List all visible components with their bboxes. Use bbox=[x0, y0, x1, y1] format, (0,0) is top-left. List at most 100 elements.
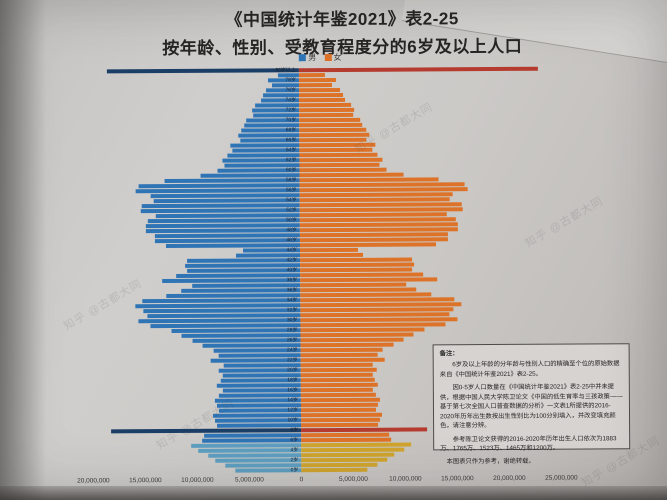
female-bar bbox=[299, 167, 387, 173]
female-bar bbox=[298, 77, 337, 83]
female-bar bbox=[300, 392, 376, 398]
female-bar bbox=[300, 407, 376, 413]
female-bar bbox=[301, 457, 388, 463]
female-bar bbox=[300, 332, 414, 338]
female-bar bbox=[298, 73, 325, 78]
male-bar bbox=[202, 438, 302, 443]
axis-tick-label: 15,000,000 bbox=[129, 477, 162, 485]
female-bar bbox=[300, 367, 377, 373]
female-bar bbox=[299, 127, 366, 133]
female-bar bbox=[299, 172, 404, 178]
male-bar bbox=[216, 423, 302, 428]
female-bar bbox=[299, 122, 363, 128]
axis-tick-label: 10,000,000 bbox=[181, 476, 214, 484]
axis-tick-label: 10,000,000 bbox=[389, 475, 422, 483]
female-bar bbox=[301, 447, 405, 453]
female-bar bbox=[301, 422, 379, 428]
note-paragraph-3: 参考陈卫论文获得的2016-2020年历年出生人口依次为1883万、1765万、… bbox=[440, 434, 617, 453]
female-bar bbox=[301, 427, 427, 433]
male-bar bbox=[204, 433, 302, 438]
female-bar bbox=[300, 362, 373, 368]
male-bar bbox=[192, 338, 301, 343]
axis-tick-label: 0 bbox=[299, 476, 304, 484]
female-bar bbox=[298, 83, 333, 88]
female-bar bbox=[301, 452, 394, 458]
axis-tick-label: 20,000,000 bbox=[77, 477, 110, 485]
age-label: 0岁 bbox=[290, 467, 299, 474]
female-bar bbox=[299, 242, 437, 248]
female-legend-label: 女 bbox=[333, 52, 342, 62]
male-legend-label: 男 bbox=[308, 53, 317, 63]
axis-tick-label: 15,000,000 bbox=[441, 475, 474, 483]
female-bar bbox=[299, 92, 343, 98]
female-bar bbox=[299, 117, 361, 123]
male-bar bbox=[198, 448, 302, 453]
male-bar bbox=[181, 333, 301, 338]
note-title: 备注： bbox=[439, 350, 459, 358]
male-bar bbox=[165, 243, 300, 249]
male-bar bbox=[186, 258, 301, 263]
female-bar bbox=[300, 352, 378, 358]
male-legend-swatch bbox=[299, 54, 307, 62]
page-title: 《中国统计年鉴2021》表2-25 bbox=[225, 9, 459, 30]
female-bar bbox=[299, 247, 359, 253]
female-bar bbox=[301, 417, 381, 423]
male-bar bbox=[202, 343, 301, 348]
female-bar bbox=[300, 277, 438, 283]
axis-tick-label: 5,000,000 bbox=[338, 475, 368, 483]
female-bar bbox=[299, 137, 366, 143]
female-bar bbox=[300, 347, 383, 353]
female-bar bbox=[299, 102, 352, 108]
male-bar bbox=[190, 443, 302, 448]
female-bar bbox=[299, 132, 369, 138]
female-bar bbox=[299, 87, 340, 93]
note-box: 备注： 6岁及以上年龄的分年龄与性别人口的精确至个位的原始数据来自《中国统计年鉴… bbox=[432, 343, 631, 466]
female-bar bbox=[299, 162, 380, 168]
female-bar bbox=[301, 437, 392, 443]
female-bar bbox=[300, 292, 432, 298]
female-bar bbox=[299, 112, 354, 118]
note-paragraph-2: 因0-5岁人口数量在《中国统计年鉴2021》表2-25中并未提供，根据中国人民大… bbox=[439, 383, 623, 430]
female-bar bbox=[300, 252, 364, 258]
note-paragraph-4: 本图表只作为参考，谢绝转载。 bbox=[446, 458, 535, 466]
male-bar bbox=[192, 283, 301, 288]
female-bar bbox=[300, 402, 378, 408]
male-bar bbox=[166, 293, 301, 299]
male-bar bbox=[200, 173, 300, 178]
female-bar bbox=[300, 377, 375, 383]
male-bar bbox=[171, 328, 301, 333]
female-bar bbox=[299, 147, 373, 153]
female-bar bbox=[300, 337, 404, 343]
female-bar bbox=[299, 157, 383, 163]
female-bar bbox=[300, 372, 373, 378]
female-bar bbox=[300, 342, 394, 348]
axis-tick-label: 20,000,000 bbox=[493, 474, 526, 483]
male-bar bbox=[181, 288, 301, 293]
female-bar bbox=[300, 397, 380, 403]
female-bar bbox=[300, 262, 415, 268]
male-bar bbox=[164, 178, 300, 184]
female-bar bbox=[300, 357, 385, 363]
male-bar bbox=[208, 453, 302, 458]
female-bar bbox=[299, 97, 345, 103]
female-bar bbox=[301, 432, 390, 438]
female-legend-swatch bbox=[324, 54, 332, 62]
female-bar bbox=[301, 462, 378, 468]
note-paragraph-1: 6岁及以上年龄的分年龄与性别人口的精确至个位的原始数据来自《中国统计年鉴2021… bbox=[439, 360, 620, 379]
female-bar bbox=[300, 382, 378, 388]
female-bar bbox=[299, 152, 378, 158]
female-bar bbox=[300, 287, 417, 293]
female-bar bbox=[299, 107, 355, 113]
female-bar bbox=[300, 387, 373, 393]
female-bar bbox=[301, 467, 367, 473]
male-bar bbox=[184, 263, 301, 268]
male-bar bbox=[214, 458, 302, 463]
male-bar bbox=[176, 273, 301, 278]
x-axis: 20,000,000 15,000,000 10,000,000 5,000,000 0… bbox=[1, 474, 667, 488]
female-bar bbox=[300, 327, 425, 333]
axis-tick-label: 5,000,000 bbox=[234, 476, 264, 484]
female-bar bbox=[300, 272, 423, 278]
male-bar bbox=[161, 278, 301, 284]
